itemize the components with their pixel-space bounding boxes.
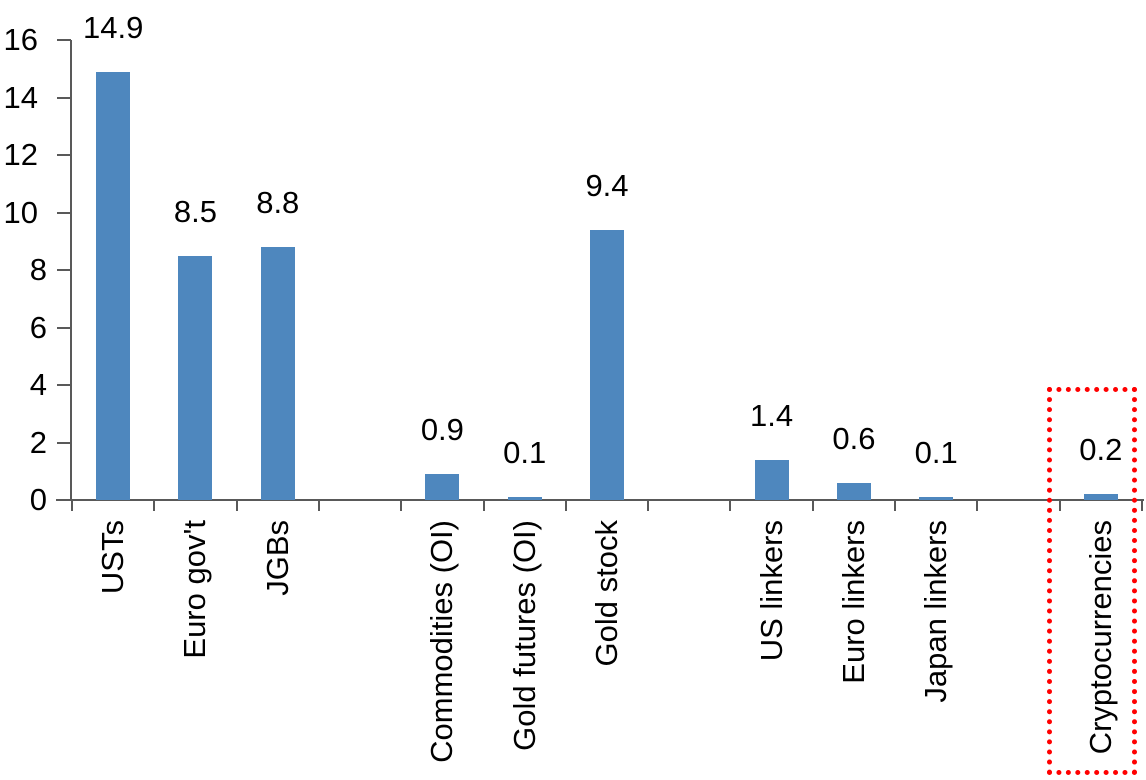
y-axis-tick-label: 0 <box>29 482 47 517</box>
y-axis-tick <box>57 384 71 386</box>
x-axis-label-us-linkers: US linkers <box>753 520 789 662</box>
bar-usts <box>96 71 131 500</box>
bar-japan-linkers <box>919 497 954 500</box>
y-axis-tick-label: 16 <box>3 22 38 57</box>
x-axis-tick <box>812 500 814 511</box>
x-axis-tick <box>318 500 320 511</box>
bar-value-label-us-linkers: 1.4 <box>750 397 794 433</box>
x-axis-tick <box>565 500 567 511</box>
y-axis-tick-label: 10 <box>3 194 38 230</box>
y-axis-tick <box>57 39 71 41</box>
x-axis-label-jgbs: JGBs <box>259 520 295 596</box>
bar-value-label-gold-stock: 9.4 <box>585 167 629 203</box>
bar-value-label-japan-linkers: 0.1 <box>914 435 958 471</box>
x-axis-tick <box>400 500 402 511</box>
x-axis-tick <box>1059 500 1061 511</box>
bar-value-label-commodities-oi: 0.9 <box>420 412 464 448</box>
x-axis-label-gold-futures-oi: Gold futures (OI) <box>506 520 542 751</box>
highlight-box-cryptocurrencies <box>1047 387 1137 775</box>
x-axis-label-euro-gov-t: Euro gov't <box>177 520 213 659</box>
x-axis-tick <box>236 500 238 511</box>
y-axis-tick-label: 4 <box>29 367 47 402</box>
bar-value-label-euro-linkers: 0.6 <box>832 420 876 456</box>
y-axis-tick <box>57 96 71 99</box>
x-axis-tick <box>483 500 485 511</box>
y-axis-tick <box>57 269 71 271</box>
bar-value-label-cryptocurrencies: 0.2 <box>1079 432 1123 468</box>
x-axis-tick <box>894 500 896 511</box>
y-axis-tick-label: 14 <box>3 79 38 115</box>
x-axis-tick <box>153 500 155 511</box>
y-axis-tick <box>57 441 71 444</box>
bar-jgbs <box>260 247 295 500</box>
y-axis-line <box>70 40 72 500</box>
y-axis-tick <box>57 326 71 329</box>
x-axis-tick <box>1141 500 1143 511</box>
x-axis-label-cryptocurrencies: Cryptocurrencies <box>1082 520 1118 755</box>
x-axis-label-euro-linkers: Euro linkers <box>835 520 871 684</box>
bar-cryptocurrencies <box>1083 494 1118 500</box>
x-axis-label-gold-stock: Gold stock <box>589 520 624 667</box>
bar-euro-gov-t <box>178 255 213 500</box>
bar-euro-linkers <box>836 482 871 500</box>
bar-gold-futures-oi <box>507 497 542 500</box>
x-axis-tick <box>647 500 649 511</box>
x-axis-tick <box>976 500 978 511</box>
x-axis-tick <box>729 500 731 511</box>
x-axis-line <box>56 499 1144 501</box>
bar-gold-stock <box>590 229 624 500</box>
x-axis-label-japan-linkers: Japan linkers <box>918 520 954 703</box>
bar-us-linkers <box>754 459 789 500</box>
y-axis-tick-label: 6 <box>29 309 47 345</box>
y-axis-tick <box>57 211 71 214</box>
y-axis-tick <box>57 154 71 156</box>
y-axis-tick-label: 8 <box>29 252 47 287</box>
y-axis-tick-label: 12 <box>3 137 38 172</box>
x-axis-label-commodities-oi: Commodities (OI) <box>424 520 460 763</box>
x-axis-label-usts: USTs <box>95 520 131 595</box>
bar-value-label-gold-futures-oi: 0.1 <box>503 435 547 471</box>
bar-value-label-usts: 14.9 <box>82 9 144 45</box>
bar-value-label-euro-gov-t: 8.5 <box>173 193 217 229</box>
bar-value-label-jgbs: 8.8 <box>256 185 300 220</box>
y-axis-tick-label: 2 <box>29 424 47 460</box>
x-axis-tick <box>71 500 73 511</box>
bar-commodities-oi <box>425 474 460 500</box>
